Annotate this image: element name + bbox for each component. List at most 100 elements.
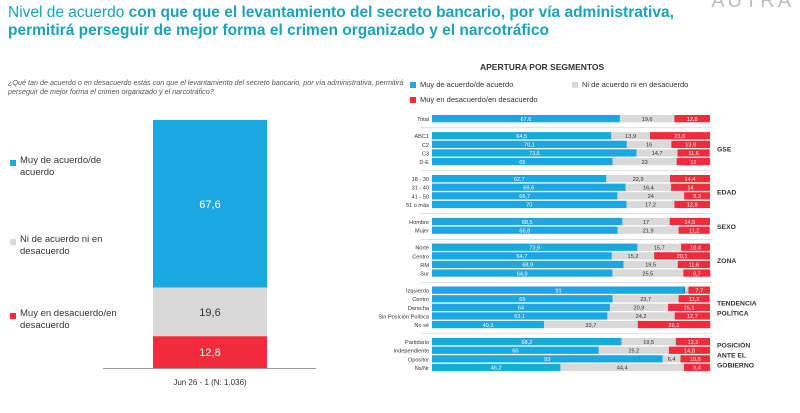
segment-value-label-0: 63,1 — [514, 314, 525, 320]
segment-value-label-1: 14,7 — [652, 151, 663, 157]
row-label: Total — [417, 117, 429, 123]
segment-bar-2 — [668, 346, 710, 354]
segment-bar-1 — [626, 140, 672, 148]
segment-bar-0 — [432, 295, 613, 303]
group-label: EDAD — [717, 190, 736, 197]
segment-bar-1 — [684, 286, 689, 294]
segment-value-label-2: 9,4 — [693, 366, 701, 372]
segment-value-label-1: 25,5 — [642, 271, 653, 277]
legend-agree-swatch — [10, 160, 16, 166]
segment-bar-0 — [432, 132, 612, 140]
legend-disagree-label: Muy en desacuerdo/en desacuerdo — [20, 308, 117, 331]
group-label: POLÍTICA — [717, 308, 749, 317]
segment-value-label-2: 14,4 — [685, 177, 696, 183]
segment-bar-0 — [432, 269, 613, 277]
segment-value-label-2: 11,6 — [688, 151, 698, 157]
group-label: SEXO — [717, 224, 736, 231]
segment-value-label-0: 64,9 — [517, 271, 528, 277]
segment-value-label-0: 62,7 — [514, 177, 525, 183]
row-label: 31 - 40 — [412, 186, 429, 192]
group-label: POSICIÓN — [717, 341, 750, 350]
segment-value-label-2: 10,6 — [690, 357, 701, 363]
segment-value-label-1: 16,4 — [643, 186, 654, 192]
segment-bar-2 — [676, 157, 710, 166]
segment-value-label-1: 23,7 — [640, 297, 651, 303]
row-label: RM — [420, 263, 429, 269]
segment-bar-1 — [611, 132, 650, 140]
row-label: Hombre — [409, 220, 429, 226]
segment-bar-0 — [432, 217, 623, 226]
segment-bar-0 — [432, 157, 613, 166]
row-label: Izquierda — [406, 289, 430, 295]
segment-value-label-1: 22,9 — [633, 177, 644, 183]
segment-bar-0 — [432, 286, 685, 294]
row-label: D-E — [419, 160, 429, 166]
row-label: Norte — [415, 246, 429, 252]
row-label: Derecha — [408, 306, 430, 312]
segment-bar-1 — [544, 320, 638, 329]
segment-value-label-0: 70,1 — [524, 143, 535, 149]
segment-bar-1 — [662, 355, 681, 363]
segment-bar-0 — [432, 252, 612, 260]
segment-value-label-1: 17 — [643, 220, 649, 226]
segment-value-label-0: 70 — [526, 203, 532, 209]
segments-legend-agree: Muy de acuerdo/de acuerdo — [410, 80, 513, 89]
segment-bar-1 — [612, 269, 684, 277]
column-segment-0 — [153, 120, 267, 288]
segment-value-label-1: 24 — [648, 194, 654, 200]
segment-value-label-2: 7,7 — [695, 288, 703, 294]
segments-legend-disagree: Muy en desacuerdo/en desacuerdo — [410, 95, 538, 104]
column-segment-2 — [153, 336, 267, 368]
legend-disagree-swatch — [10, 313, 16, 319]
row-label: 51 o más — [406, 203, 429, 209]
segment-bar-2 — [675, 338, 710, 346]
segment-bar-2 — [669, 217, 710, 226]
group-label: GOBIERNO — [717, 363, 754, 370]
row-label: ABC1 — [414, 134, 429, 140]
segment-bar-2 — [688, 286, 710, 294]
legend-agree-label: Muy de acuerdo/de acuerdo — [20, 155, 102, 178]
segments-title: APERTURA POR SEGMENTOS — [480, 62, 605, 72]
legend-neutral-label: Ni de acuerdo ni en desacuerdo — [20, 234, 103, 257]
segment-value-label-2: 9,7 — [693, 271, 701, 277]
segment-bar-1 — [606, 175, 670, 183]
segment-bar-2 — [671, 183, 710, 191]
segment-value-label-0: 69,6 — [523, 186, 534, 192]
segment-value-label-2: 20,1 — [677, 254, 688, 260]
segment-bar-2 — [674, 115, 710, 123]
segment-bar-1 — [617, 192, 685, 200]
segment-value-label-1: 6,4 — [668, 357, 676, 363]
segment-value-label-2: 10,4 — [690, 246, 701, 252]
segment-value-label-0: 68,9 — [522, 263, 533, 269]
segment-value-label-2: 14 — [687, 186, 693, 192]
segment-bar-2 — [637, 320, 711, 329]
segment-value-label-2: 11,2 — [689, 297, 699, 303]
title-normal: Nivel de acuerdo — [8, 4, 129, 21]
group-label: ZONA — [717, 258, 736, 265]
legend-neutral-swatch — [10, 239, 16, 245]
segment-value-label-0: 91 — [555, 288, 561, 294]
segment-bar-0 — [432, 320, 545, 329]
segment-value-label-1: 44,4 — [617, 366, 628, 372]
segment-bar-0 — [432, 200, 627, 209]
segment-value-label-1: 1,3 — [683, 288, 691, 294]
segment-bar-1 — [607, 312, 675, 320]
segment-bar-2 — [678, 226, 710, 234]
segment-value-label-2: 12,8 — [687, 117, 698, 123]
row-label: Independiente — [394, 349, 429, 355]
segment-bar-1 — [621, 338, 676, 346]
segment-value-label-0: 83 — [544, 357, 550, 363]
row-label: 18 - 30 — [412, 177, 429, 183]
segment-bar-0 — [432, 303, 610, 311]
segment-value-label-1: 17,2 — [645, 203, 656, 209]
segment-value-label-1: 16 — [646, 143, 652, 149]
segment-bar-1 — [609, 303, 669, 311]
segment-value-label-1: 33,7 — [585, 323, 596, 329]
segment-value-label-1: 15,7 — [654, 246, 665, 252]
column-value-label-1: 19,6 — [199, 307, 220, 319]
segments-legend-neutral: Ni de acuerdo ni en desacuerdo — [572, 80, 688, 89]
segment-bar-1 — [617, 226, 679, 234]
row-label: Centro — [412, 254, 429, 260]
segment-value-label-2: 12,7 — [687, 314, 698, 320]
